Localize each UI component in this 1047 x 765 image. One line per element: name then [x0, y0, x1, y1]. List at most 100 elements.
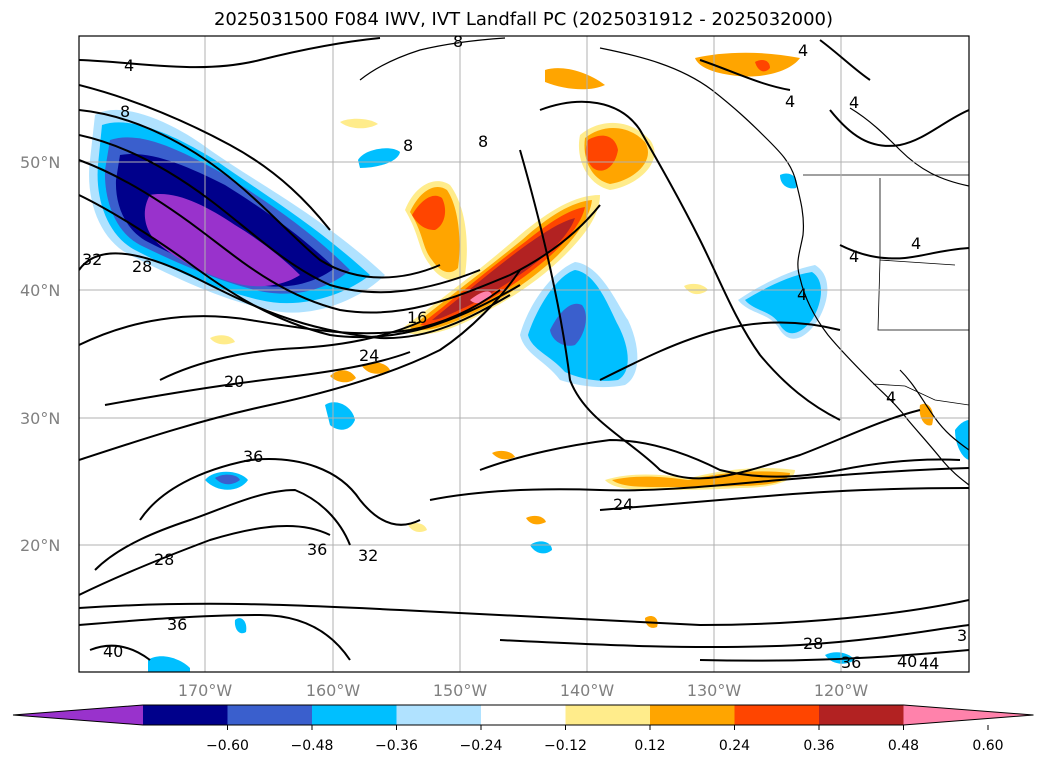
contour-label: 4 — [849, 93, 859, 112]
lon-label-150w: 150°W — [433, 681, 488, 700]
colorbar-tick-label: −0.12 — [544, 738, 587, 754]
state-border — [877, 259, 969, 331]
positive-anomaly-area — [432, 218, 575, 320]
contour-label: 36 — [167, 615, 187, 634]
contour-label: 8 — [403, 136, 413, 155]
contour-label: 3 — [957, 626, 967, 645]
contour-line — [79, 37, 381, 69]
contour-line — [79, 134, 481, 294]
contour-label: 8 — [453, 32, 463, 51]
contour-line — [79, 109, 441, 279]
colorbar-segment — [227, 705, 313, 725]
contour-line — [499, 624, 969, 649]
lat-label-40n: 40°N — [20, 281, 60, 300]
colorbar-segment — [312, 705, 397, 725]
colorbar-segment — [650, 705, 735, 725]
lat-label-20n: 20°N — [20, 536, 60, 555]
contour-line — [839, 244, 969, 260]
lon-label-160w: 160°W — [306, 681, 361, 700]
colorbar-outline — [12, 704, 1034, 726]
contour-line — [599, 487, 969, 511]
negative-anomaly-area — [955, 420, 969, 460]
colorbar-segment — [143, 705, 228, 725]
colorbar-tick-label: −0.24 — [460, 738, 503, 754]
positive-anomaly-area — [362, 362, 390, 374]
contour-label: 28 — [803, 634, 823, 653]
coastline — [599, 47, 969, 486]
contour-line — [79, 269, 521, 461]
lon-label-170w: 170°W — [178, 681, 233, 700]
contour-label: 40 — [897, 652, 917, 671]
contour-label: 28 — [132, 257, 152, 276]
positive-anomaly-area — [695, 52, 800, 77]
colorbar-segment — [819, 705, 904, 725]
negative-anomaly-area — [780, 173, 797, 189]
contour-label: 28 — [154, 550, 174, 569]
negative-anomaly-area — [234, 618, 247, 634]
contour-line — [94, 488, 351, 571]
colorbar-tick-label: 0.60 — [972, 738, 1003, 754]
contour-layer — [79, 37, 969, 662]
contour-line — [104, 351, 411, 406]
contour-line — [159, 321, 421, 381]
contour-line — [699, 59, 791, 91]
positive-anomaly-area — [755, 60, 770, 72]
contour-line — [79, 613, 351, 661]
positive-anomaly-area — [330, 370, 356, 383]
positive-anomaly-area — [919, 403, 934, 426]
map-title: 2025031500 F084 IWV, IVT Landfall PC (20… — [213, 9, 834, 30]
lat-label-30n: 30°N — [20, 409, 60, 428]
contour-label: 4 — [798, 41, 808, 60]
colorbar-tick-label: −0.36 — [375, 738, 418, 754]
negative-anomaly-area — [530, 541, 552, 554]
colorbar-segment — [565, 705, 651, 725]
contour-label: 4 — [785, 92, 795, 111]
positive-anomaly-area — [684, 283, 708, 295]
negative-anomaly-area — [358, 148, 400, 168]
contour-label: 4 — [797, 285, 807, 304]
map-frame — [79, 36, 969, 672]
positive-anomaly-area — [545, 68, 605, 90]
contour-label: 4 — [911, 234, 921, 253]
coastline — [359, 37, 506, 81]
contour-label: 32 — [82, 250, 102, 269]
colorbar-tick-label: −0.60 — [206, 738, 249, 754]
contour-line — [79, 84, 331, 231]
contour-label: 4 — [124, 56, 134, 75]
contour-line — [819, 39, 871, 81]
colorbar: −0.60 −0.48 −0.36 −0.24 −0.12 0.12 0.24 0.36 0.4… — [12, 704, 1034, 754]
contour-line — [599, 321, 841, 381]
colorbar-segment — [481, 705, 566, 725]
positive-anomaly-area — [210, 335, 235, 345]
colorbar-extend-high — [903, 705, 1034, 725]
positive-anomaly-area — [408, 522, 427, 533]
lon-label-130w: 130°W — [687, 681, 742, 700]
lat-label-50n: 50°N — [20, 153, 60, 172]
contour-line — [79, 524, 331, 596]
border-layer — [803, 174, 969, 406]
colorbar-tick-label: 0.36 — [803, 738, 834, 754]
contour-label: 4 — [849, 247, 859, 266]
contour-line — [829, 109, 969, 147]
contour-line — [89, 644, 151, 661]
contour-line — [79, 289, 501, 346]
contour-label: 32 — [358, 546, 378, 565]
contour-label: 24 — [359, 346, 379, 365]
shading-layer — [89, 52, 969, 672]
contour-label: 20 — [224, 372, 244, 391]
contour-label: 36 — [243, 447, 263, 466]
contour-label: 36 — [841, 653, 861, 672]
contour-label: 16 — [407, 308, 427, 327]
positive-anomaly-area — [492, 450, 515, 460]
colorbar-tick-label: 0.48 — [888, 738, 919, 754]
contour-line — [79, 159, 601, 314]
contour-line — [479, 438, 961, 478]
lon-label-140w: 140°W — [560, 681, 615, 700]
lon-label-120w: 120°W — [814, 681, 869, 700]
negative-anomaly-area — [215, 474, 240, 485]
contour-label: 24 — [613, 495, 633, 514]
colorbar-tick-label: −0.48 — [291, 738, 334, 754]
contour-labels: 4 8 8 8 8 4 4 4 4 4 4 4 32 28 16 24 20 3… — [82, 32, 967, 672]
contour-line — [139, 458, 421, 526]
